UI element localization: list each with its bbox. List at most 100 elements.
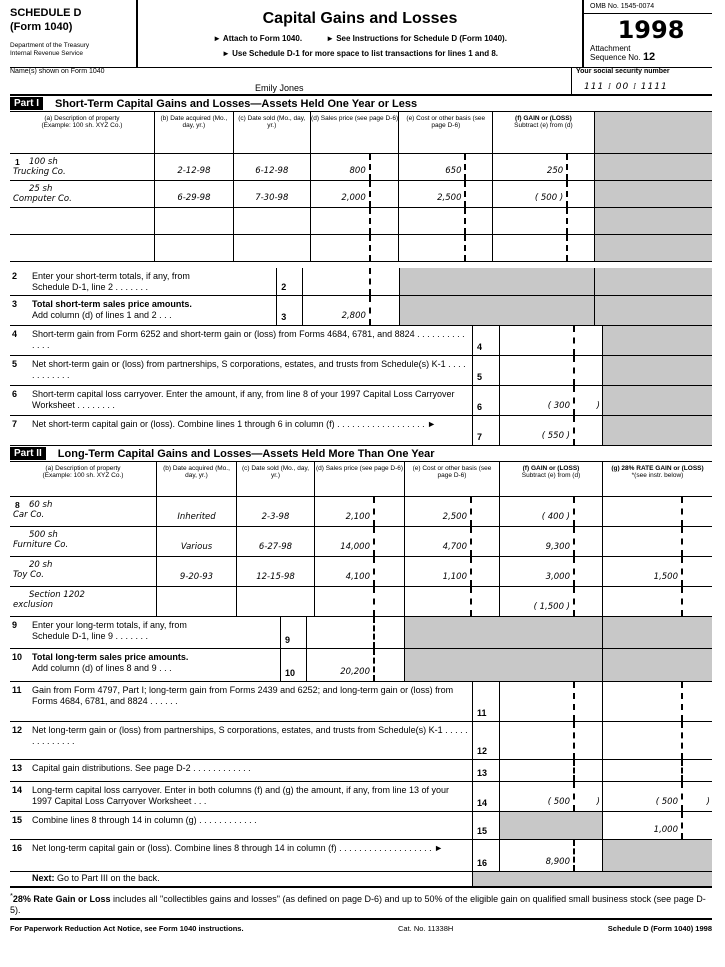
rate-gain-amount[interactable] <box>603 722 683 759</box>
sales-total[interactable] <box>303 268 371 295</box>
rate-gain-amount[interactable] <box>603 682 683 721</box>
rate-gain[interactable] <box>603 587 683 616</box>
gain-loss-amount-cents[interactable]: ) <box>596 797 600 807</box>
gain-loss[interactable]: ( 1,500 ) <box>500 587 575 616</box>
sales-price[interactable] <box>311 235 371 261</box>
gain-loss-cents[interactable] <box>568 235 594 261</box>
date-sold[interactable] <box>237 587 315 616</box>
line-amount[interactable]: ( 300 <box>500 386 575 415</box>
rate-gain-amount-cents[interactable] <box>683 682 712 721</box>
sales-price-cents[interactable] <box>375 557 404 586</box>
gain-loss-amount-cents[interactable] <box>575 682 602 721</box>
date-acquired[interactable] <box>155 235 234 261</box>
description-line2[interactable]: Furniture Co. <box>13 540 69 550</box>
date-acquired[interactable] <box>157 587 237 616</box>
line-amount-cents[interactable] <box>575 416 602 445</box>
line-amount[interactable]: ( 550 ) <box>500 416 575 445</box>
cost-basis-cents[interactable] <box>472 587 499 616</box>
sales-price[interactable]: 2,100 <box>315 497 375 526</box>
cost-basis-cents[interactable] <box>472 557 499 586</box>
description-line1[interactable]: 100 sh <box>29 157 58 167</box>
gain-loss-cents[interactable] <box>575 587 602 616</box>
name-field[interactable]: Emily Jones <box>255 83 304 93</box>
date-sold[interactable]: 6-12-98 <box>234 154 311 180</box>
rate-gain[interactable]: 1,500 <box>603 557 683 586</box>
line-amount-cents[interactable] <box>575 356 602 385</box>
description-line2[interactable]: Trucking Co. <box>13 167 66 177</box>
date-sold[interactable]: 7-30-98 <box>234 181 311 207</box>
sales-total[interactable]: 20,200 <box>307 649 375 681</box>
cost-basis[interactable] <box>399 208 467 234</box>
ssn-field[interactable]: 111 ⁞ 00 ⁞ 1111 <box>584 82 668 92</box>
gain-loss-cents[interactable] <box>568 208 594 234</box>
gain-loss-amount-cents[interactable] <box>575 840 602 871</box>
date-acquired[interactable]: 9-20-93 <box>157 557 237 586</box>
rate-gain-amount-cents[interactable] <box>683 760 712 781</box>
sales-price-cents[interactable] <box>371 181 399 207</box>
cost-basis-cents[interactable] <box>472 527 499 556</box>
gain-loss[interactable]: 3,000 <box>500 557 575 586</box>
rate-gain-cents[interactable] <box>683 527 712 556</box>
date-acquired[interactable]: Inherited <box>157 497 237 526</box>
gain-loss[interactable] <box>493 208 569 234</box>
gain-loss[interactable]: 250 <box>493 154 569 180</box>
description-line2[interactable]: Computer Co. <box>13 194 72 204</box>
cost-basis-cents[interactable] <box>466 208 492 234</box>
gain-loss-amount[interactable] <box>500 760 575 781</box>
sales-price-cents[interactable] <box>375 587 404 616</box>
gain-loss-cents[interactable] <box>568 154 594 180</box>
rate-gain-amount[interactable]: ( 500 <box>603 782 683 811</box>
gain-loss-cents[interactable] <box>575 527 602 556</box>
description-line1[interactable]: 20 sh <box>29 560 53 570</box>
sales-price-cents[interactable] <box>371 235 399 261</box>
description-line1[interactable]: 500 sh <box>29 530 58 540</box>
description-line2[interactable]: Car Co. <box>13 510 45 520</box>
sales-price[interactable] <box>311 208 371 234</box>
gain-loss[interactable]: 9,300 <box>500 527 575 556</box>
cost-basis[interactable]: 4,700 <box>405 527 472 556</box>
sales-price[interactable] <box>315 587 375 616</box>
gain-loss[interactable]: ( 500 ) <box>493 181 569 207</box>
sales-total-cents[interactable] <box>375 649 404 681</box>
line-amount-cents[interactable] <box>575 326 602 355</box>
rate-gain[interactable] <box>603 527 683 556</box>
gain-loss-amount[interactable]: ( 500 <box>500 782 575 811</box>
rate-gain-amount-cents[interactable] <box>683 722 712 759</box>
cost-basis-cents[interactable] <box>466 235 492 261</box>
gain-loss-cents[interactable] <box>575 497 602 526</box>
gain-loss-amount[interactable]: 8,900 <box>500 840 575 871</box>
rate-gain-amount-cents[interactable]: ) <box>706 797 710 807</box>
date-sold[interactable] <box>234 235 311 261</box>
cost-basis[interactable] <box>399 235 467 261</box>
cost-basis[interactable]: 650 <box>399 154 467 180</box>
date-sold[interactable]: 6-27-98 <box>237 527 315 556</box>
rate-gain[interactable] <box>603 497 683 526</box>
sales-price-cents[interactable] <box>375 497 404 526</box>
sales-price[interactable]: 2,000 <box>311 181 371 207</box>
gain-loss-amount[interactable] <box>500 722 575 759</box>
gain-loss-cents[interactable] <box>575 557 602 586</box>
rate-gain-amount[interactable]: 1,000 <box>603 812 683 839</box>
cost-basis-cents[interactable] <box>466 154 492 180</box>
description-line1[interactable]: 60 sh <box>29 500 53 510</box>
sales-price-cents[interactable] <box>371 208 399 234</box>
line-amount[interactable] <box>500 356 575 385</box>
sales-price-cents[interactable] <box>371 154 399 180</box>
sales-total[interactable]: 2,800 <box>303 296 371 325</box>
cost-basis[interactable] <box>405 587 472 616</box>
rate-gain-cents[interactable] <box>683 557 712 586</box>
line-amount-cents[interactable]: ) <box>596 401 600 411</box>
date-acquired[interactable]: 6-29-98 <box>155 181 234 207</box>
line-amount[interactable] <box>500 326 575 355</box>
sales-total-cents[interactable] <box>371 296 399 325</box>
sales-total[interactable] <box>307 617 375 648</box>
gain-loss-amount[interactable] <box>500 682 575 721</box>
sales-price-cents[interactable] <box>375 527 404 556</box>
gain-loss-amount-cents[interactable] <box>575 760 602 781</box>
cost-basis[interactable]: 2,500 <box>405 497 472 526</box>
cost-basis[interactable]: 1,100 <box>405 557 472 586</box>
date-acquired[interactable]: Various <box>157 527 237 556</box>
description-line2[interactable]: Toy Co. <box>13 570 44 580</box>
gain-loss[interactable]: ( 400 ) <box>500 497 575 526</box>
description-line1[interactable]: Section 1202 <box>29 590 85 600</box>
